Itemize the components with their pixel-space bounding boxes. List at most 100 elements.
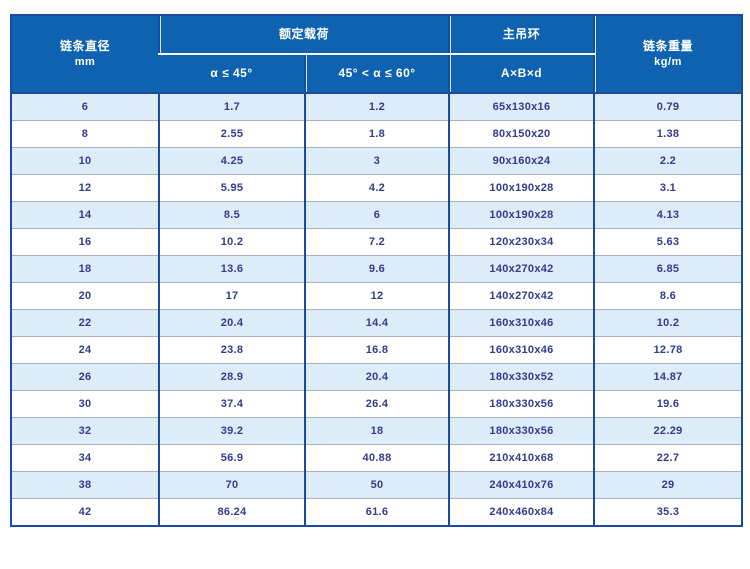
table-row: 18 13.6 9.6 140x270x42 6.85 (11, 255, 743, 283)
cell-weight: 8.6 (593, 282, 743, 310)
cell-load-le-45: 13.6 (158, 255, 305, 283)
cell-load-45-60: 6 (303, 201, 450, 229)
table-header: 链条直径 mm 额定载荷 主吊环 链条重量 kg/m α ≤ 45° 45° <… (11, 15, 743, 93)
table-row: 16 10.2 7.2 120x230x34 5.63 (11, 228, 743, 256)
table-row: 14 8.5 6 100x190x28 4.13 (11, 201, 743, 229)
cell-load-45-60: 12 (303, 282, 450, 310)
cell-load-45-60: 7.2 (303, 228, 450, 256)
cell-load-45-60: 1.8 (303, 120, 450, 148)
cell-load-le-45: 56.9 (158, 444, 305, 472)
cell-load-45-60: 61.6 (303, 498, 450, 526)
cell-ring-dims: 160x310x46 (448, 309, 595, 337)
header-main-ring: 主吊环 (448, 15, 595, 55)
header-chain-weight: 链条重量 kg/m (593, 15, 743, 93)
cell-load-45-60: 18 (303, 417, 450, 445)
cell-ring-dims: 180x330x52 (448, 363, 595, 391)
cell-weight: 1.38 (593, 120, 743, 148)
cell-diameter: 32 (11, 417, 159, 445)
cell-load-45-60: 3 (303, 147, 450, 175)
cell-diameter: 22 (11, 309, 159, 337)
chain-diameter-unit: mm (74, 55, 96, 68)
cell-ring-dims: 180x330x56 (448, 390, 595, 418)
cell-ring-dims: 160x310x46 (448, 336, 595, 364)
table-body: 6 1.7 1.2 65x130x16 0.79 8 2.55 1.8 80x1… (11, 92, 743, 526)
cell-ring-dims: 80x150x20 (448, 120, 595, 148)
cell-ring-dims: 100x190x28 (448, 201, 595, 229)
cell-load-le-45: 70 (158, 471, 305, 499)
table-row: 30 37.4 26.4 180x330x56 19.6 (11, 390, 743, 418)
table-row: 20 17 12 140x270x42 8.6 (11, 282, 743, 310)
cell-diameter: 10 (11, 147, 159, 175)
cell-diameter: 42 (11, 498, 159, 526)
cell-weight: 29 (593, 471, 743, 499)
rated-load-label: 额定载荷 (279, 27, 330, 42)
header-main-ring-dims: A×B×d (448, 54, 595, 93)
cell-diameter: 14 (11, 201, 159, 229)
cell-load-le-45: 8.5 (158, 201, 305, 229)
cell-load-45-60: 14.4 (303, 309, 450, 337)
cell-ring-dims: 210x410x68 (448, 444, 595, 472)
cell-weight: 12.78 (593, 336, 743, 364)
cell-weight: 4.13 (593, 201, 743, 229)
header-chain-diameter: 链条直径 mm (11, 15, 159, 93)
cell-diameter: 12 (11, 174, 159, 202)
chain-diameter-label: 链条直径 (59, 39, 110, 54)
cell-ring-dims: 100x190x28 (448, 174, 595, 202)
cell-weight: 35.3 (593, 498, 743, 526)
cell-weight: 0.79 (593, 92, 743, 121)
cell-load-le-45: 10.2 (158, 228, 305, 256)
cell-weight: 2.2 (593, 147, 743, 175)
table-row: 34 56.9 40.88 210x410x68 22.7 (11, 444, 743, 472)
header-row-sub: α ≤ 45° 45° < α ≤ 60° A×B×d (11, 54, 742, 93)
cell-load-45-60: 26.4 (303, 390, 450, 418)
cell-weight: 3.1 (593, 174, 743, 202)
cell-load-45-60: 1.2 (303, 92, 450, 121)
cell-diameter: 24 (11, 336, 159, 364)
cell-ring-dims: 240x410x76 (448, 471, 595, 499)
chain-spec-table: 链条直径 mm 额定载荷 主吊环 链条重量 kg/m α ≤ 45° 45° <… (10, 14, 744, 527)
table-row: 12 5.95 4.2 100x190x28 3.1 (11, 174, 743, 202)
table-row: 8 2.55 1.8 80x150x20 1.38 (11, 120, 743, 148)
cell-load-le-45: 4.25 (158, 147, 305, 175)
cell-ring-dims: 65x130x16 (448, 92, 595, 121)
cell-load-le-45: 2.55 (158, 120, 305, 148)
cell-load-le-45: 39.2 (158, 417, 305, 445)
table-row: 10 4.25 3 90x160x24 2.2 (11, 147, 743, 175)
cell-ring-dims: 140x270x42 (448, 282, 595, 310)
cell-diameter: 26 (11, 363, 159, 391)
cell-diameter: 38 (11, 471, 159, 499)
cell-load-45-60: 16.8 (303, 336, 450, 364)
main-ring-label: 主吊环 (502, 27, 541, 42)
cell-weight: 10.2 (593, 309, 743, 337)
cell-weight: 14.87 (593, 363, 743, 391)
cell-diameter: 30 (11, 390, 159, 418)
table-row: 32 39.2 18 180x330x56 22.29 (11, 417, 743, 445)
cell-diameter: 20 (11, 282, 159, 310)
table-row: 24 23.8 16.8 160x310x46 12.78 (11, 336, 743, 364)
cell-diameter: 18 (11, 255, 159, 283)
table-row: 6 1.7 1.2 65x130x16 0.79 (11, 92, 743, 121)
cell-weight: 22.29 (593, 417, 743, 445)
cell-load-le-45: 20.4 (158, 309, 305, 337)
cell-load-le-45: 5.95 (158, 174, 305, 202)
cell-diameter: 34 (11, 444, 159, 472)
cell-diameter: 8 (11, 120, 159, 148)
cell-load-le-45: 1.7 (158, 92, 305, 121)
header-row-top: 链条直径 mm 额定载荷 主吊环 链条重量 kg/m (11, 15, 743, 93)
table-row: 22 20.4 14.4 160x310x46 10.2 (11, 309, 743, 337)
cell-load-le-45: 37.4 (158, 390, 305, 418)
header-angle-le-45: α ≤ 45° (159, 54, 305, 93)
table-row: 42 86.24 61.6 240x460x84 35.3 (11, 498, 743, 526)
cell-weight: 5.63 (593, 228, 743, 256)
table-row: 26 28.9 20.4 180x330x52 14.87 (11, 363, 743, 391)
cell-load-le-45: 86.24 (158, 498, 305, 526)
cell-load-45-60: 50 (303, 471, 450, 499)
chain-weight-unit: kg/m (654, 55, 682, 68)
cell-diameter: 16 (11, 228, 159, 256)
cell-weight: 19.6 (593, 390, 743, 418)
cell-load-le-45: 23.8 (158, 336, 305, 364)
header-rated-load: 额定载荷 (157, 15, 450, 55)
cell-load-le-45: 17 (158, 282, 305, 310)
cell-weight: 6.85 (593, 255, 743, 283)
